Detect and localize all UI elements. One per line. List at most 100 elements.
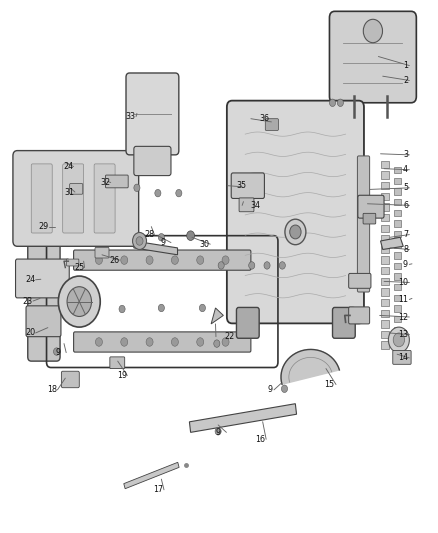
Bar (381, 331, 389, 338)
FancyBboxPatch shape (349, 307, 370, 324)
Bar (394, 209, 401, 216)
Text: 2: 2 (403, 76, 408, 85)
FancyBboxPatch shape (332, 308, 355, 338)
Bar (381, 299, 389, 306)
Bar (394, 284, 401, 290)
Circle shape (136, 237, 143, 245)
Circle shape (290, 225, 301, 239)
Bar (381, 203, 389, 211)
Text: 24: 24 (25, 275, 35, 284)
Ellipse shape (197, 256, 204, 264)
Bar (381, 342, 389, 349)
Text: 29: 29 (38, 222, 49, 231)
Text: 33: 33 (126, 112, 136, 121)
FancyBboxPatch shape (95, 247, 109, 258)
Text: 19: 19 (117, 371, 127, 380)
Bar (381, 246, 389, 253)
Text: 8: 8 (403, 245, 408, 254)
Polygon shape (211, 308, 223, 324)
Text: 35: 35 (237, 181, 247, 190)
FancyBboxPatch shape (74, 250, 251, 270)
Bar (394, 273, 401, 280)
Circle shape (389, 327, 410, 353)
Circle shape (134, 184, 140, 191)
FancyBboxPatch shape (74, 332, 251, 352)
Circle shape (119, 305, 125, 313)
Text: 9: 9 (56, 348, 61, 357)
FancyBboxPatch shape (63, 164, 84, 233)
Bar (381, 310, 389, 317)
Ellipse shape (222, 256, 229, 264)
Text: 31: 31 (64, 188, 74, 197)
Bar (381, 256, 389, 264)
Circle shape (215, 427, 221, 435)
Bar (394, 327, 401, 333)
FancyBboxPatch shape (94, 164, 115, 233)
FancyBboxPatch shape (15, 259, 69, 298)
Circle shape (249, 262, 255, 269)
Text: 9: 9 (160, 238, 166, 247)
Polygon shape (281, 350, 339, 384)
Circle shape (176, 189, 182, 197)
Circle shape (218, 262, 224, 269)
Bar (394, 241, 401, 248)
FancyBboxPatch shape (363, 213, 376, 224)
Text: 18: 18 (47, 385, 57, 394)
FancyBboxPatch shape (265, 119, 279, 131)
FancyBboxPatch shape (110, 357, 125, 368)
Bar (381, 192, 389, 200)
Ellipse shape (95, 338, 102, 346)
Ellipse shape (121, 338, 128, 346)
Bar (394, 252, 401, 259)
Circle shape (155, 189, 161, 197)
Bar (381, 288, 389, 296)
Circle shape (187, 231, 194, 240)
Text: 23: 23 (22, 296, 33, 305)
Text: 25: 25 (74, 263, 84, 272)
Circle shape (393, 333, 405, 347)
Text: 28: 28 (144, 230, 154, 239)
Circle shape (214, 340, 220, 348)
Bar (394, 188, 401, 195)
FancyBboxPatch shape (239, 198, 254, 212)
Text: 6: 6 (403, 201, 408, 210)
FancyBboxPatch shape (349, 273, 371, 288)
FancyBboxPatch shape (28, 242, 60, 361)
Text: 9: 9 (268, 385, 273, 394)
Ellipse shape (222, 338, 229, 346)
Bar (394, 295, 401, 301)
Circle shape (158, 304, 164, 312)
Text: 3: 3 (403, 150, 408, 159)
FancyBboxPatch shape (329, 11, 417, 103)
Text: 1: 1 (403, 61, 408, 70)
Bar (381, 182, 389, 189)
Circle shape (158, 233, 164, 241)
Circle shape (264, 262, 270, 269)
Bar (381, 171, 389, 179)
Text: 34: 34 (251, 201, 261, 210)
Text: 9: 9 (403, 260, 408, 269)
FancyBboxPatch shape (126, 73, 179, 155)
Circle shape (279, 262, 286, 269)
Polygon shape (189, 403, 297, 432)
Text: 4: 4 (403, 165, 408, 174)
Bar (394, 220, 401, 227)
FancyBboxPatch shape (67, 259, 79, 266)
Text: 14: 14 (398, 353, 408, 362)
Ellipse shape (197, 338, 204, 346)
FancyBboxPatch shape (134, 147, 171, 175)
Text: 26: 26 (109, 256, 119, 264)
Text: 9: 9 (216, 428, 221, 437)
Bar (381, 278, 389, 285)
Text: 24: 24 (63, 162, 73, 171)
Text: 16: 16 (255, 435, 265, 444)
Circle shape (53, 348, 60, 356)
Bar (381, 214, 389, 221)
Ellipse shape (121, 256, 128, 264)
FancyBboxPatch shape (70, 183, 83, 194)
Bar (394, 167, 401, 173)
Circle shape (67, 287, 92, 317)
Circle shape (282, 385, 288, 392)
Polygon shape (381, 237, 403, 249)
Ellipse shape (146, 338, 153, 346)
